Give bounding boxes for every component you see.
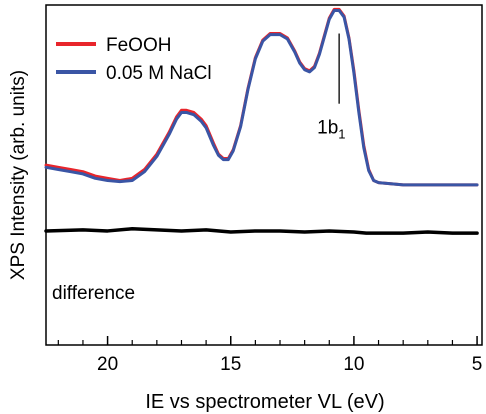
x-tick-label: 5 xyxy=(472,354,483,375)
annotation-layer: 1b1 xyxy=(317,33,346,142)
x-axis-label: IE vs spectrometer VL (eV) xyxy=(145,391,384,413)
x-tick-label: 15 xyxy=(220,354,241,375)
legend: FeOOH 0.05 M NaCl xyxy=(56,35,212,84)
y-axis-label: XPS Intensity (arb. units) xyxy=(8,70,29,280)
x-ticks: 20 15 10 5 xyxy=(57,336,483,375)
annotation-label-1b1: 1b1 xyxy=(317,118,345,142)
series-line-difference xyxy=(44,226,479,235)
series-line-nacl xyxy=(44,8,479,187)
difference-label: difference xyxy=(52,283,135,304)
legend-label-feooh: FeOOH xyxy=(106,35,171,56)
series-layer xyxy=(44,7,479,235)
x-tick-label: 10 xyxy=(343,354,364,375)
x-tick-label: 20 xyxy=(97,354,118,375)
legend-label-nacl: 0.05 M NaCl xyxy=(106,63,212,84)
plot-frame xyxy=(45,4,483,346)
